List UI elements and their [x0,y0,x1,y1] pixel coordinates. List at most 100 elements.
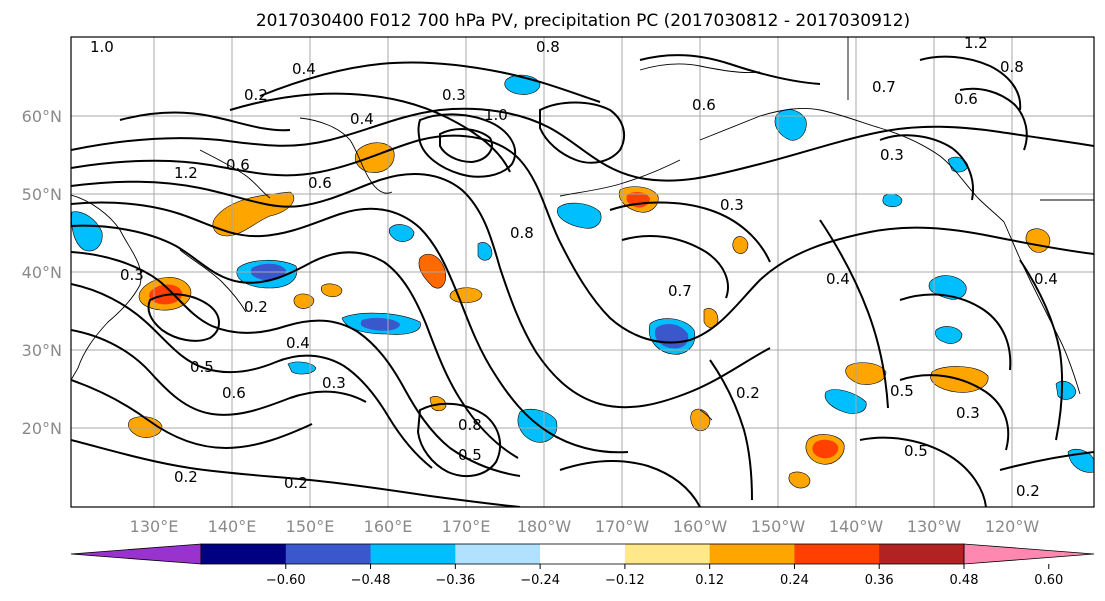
coastline-okhotsk [199,149,271,199]
contour-label: 0.4 [1034,270,1058,288]
pv-contour [959,87,1028,151]
coastline-asia [71,194,142,381]
map-panel: 1.0 0.4 0.2 0.3 0.8 1.2 0.6 0.4 0.7 0.2 … [71,34,1094,507]
contour-label: 0.5 [890,382,914,400]
colorbar-segment [879,544,965,564]
precip-negative-patch [935,326,963,344]
colorbar-ticks: −0.60 −0.48 −0.36 −0.24 −0.12 0.12 0.24 0.36 0.4… [266,564,1063,588]
contour-label: 0.3 [880,146,904,164]
colorbar-extension-high [963,543,1095,565]
contour-label: 0.5 [190,358,214,376]
pv-contour [919,55,1022,111]
precip-positive-patch [320,283,343,298]
pv-contour [71,439,521,507]
lat-label: 20°N [22,419,62,438]
pv-contour [71,134,1094,344]
contour-label: 0.8 [536,38,560,56]
pv-contour [899,374,1010,451]
coastline-north-america [1003,221,1081,395]
contour-label: 1.0 [484,106,508,124]
pv-contour [639,54,821,85]
precip-negative-patch [287,361,317,375]
contour-label: 1.2 [964,34,988,52]
pv-contour [879,134,974,201]
coastline-alaska [699,107,1005,223]
precip-positive-patch [293,293,315,309]
pv-contour [999,451,1094,471]
colorbar-tick-label: 0.60 [1034,573,1063,588]
lon-label: 170°W [595,517,650,536]
pv-contour [71,379,313,450]
coastlines [71,37,1094,421]
colorbar-segment [540,544,626,564]
map-frame [70,36,1095,508]
contour-label: 1.0 [90,38,114,56]
pv-contour [71,224,519,459]
contour-label: 0.2 [284,474,308,492]
precip-positive-patch [703,308,719,329]
lon-label: 160°E [364,517,413,536]
precip-negative-patch [477,242,493,261]
contour-label: 0.2 [1016,482,1040,500]
colorbar-tick-label: −0.60 [266,573,306,588]
precip-negative-patch [928,275,967,300]
lat-label: 40°N [22,263,62,282]
colorbar-tick-label: 0.48 [950,573,979,588]
longitude-labels: 130°E 140°E 150°E 160°E 170°E 180°W 170°… [130,517,1040,536]
precip-negative-patch [882,193,903,208]
colorbar-segment [709,544,795,564]
contour-label: 0.2 [736,384,760,402]
pv-contour [147,293,220,342]
contour-label: 0.2 [244,298,268,316]
contour-label: 0.3 [956,404,980,422]
contour-label: 0.6 [226,156,250,174]
pv-contours [71,54,1094,507]
pv-contour [71,329,367,416]
contour-label: 0.4 [286,334,310,352]
contour-label: 0.6 [954,90,978,108]
pv-contour [71,173,771,409]
lat-label: 50°N [22,185,62,204]
colorbar-segments [70,543,1095,565]
pv-contour [119,111,291,132]
pv-contour [71,107,1094,182]
colorbar-tick-label: 0.36 [865,573,894,588]
pv-contour [71,283,433,469]
contour-label: 0.4 [350,110,374,128]
coastline-aleutians [559,159,681,197]
lon-label: 150°W [751,517,806,536]
colorbar: −0.60 −0.48 −0.36 −0.24 −0.12 0.12 0.24 0.36 0.4… [70,543,1095,588]
precip-negative-patch [388,224,415,242]
lon-label: 140°E [208,517,257,536]
precip-positive-core [812,439,839,459]
colorbar-tick-label: −0.24 [520,573,560,588]
border-us-canada [847,37,1094,201]
contour-label: 0.7 [872,78,896,96]
contour-labels: 1.0 0.4 0.2 0.3 0.8 1.2 0.6 0.4 0.7 0.2 … [90,34,1058,500]
pv-contour [71,251,521,477]
lon-label: 140°W [829,517,884,536]
contour-label: 0.4 [292,60,316,78]
pv-contour [819,219,889,409]
contour-label: 0.6 [308,174,332,192]
pv-contour [71,201,629,454]
precip-negative-patch [71,211,103,252]
precip-positive-patch [788,471,811,489]
lon-label: 180°W [517,517,572,536]
lon-label: 130°E [130,517,179,536]
pv-contour [259,61,601,103]
coastline-hawaii [699,409,713,421]
colorbar-outline [200,543,965,565]
pv-contour [709,359,753,501]
contour-label: 0.8 [458,416,482,434]
colorbar-segment [285,544,372,564]
colorbar-segment [201,544,287,564]
lon-label: 170°E [442,517,491,536]
contour-label: 0.7 [668,282,692,300]
contour-label: 0.3 [720,196,744,214]
precip-positive-patch [212,191,295,237]
colorbar-segment [624,544,711,564]
lon-label: 120°W [985,517,1040,536]
colorbar-tick-label: 0.12 [695,573,724,588]
contour-label: 0.2 [174,468,198,486]
